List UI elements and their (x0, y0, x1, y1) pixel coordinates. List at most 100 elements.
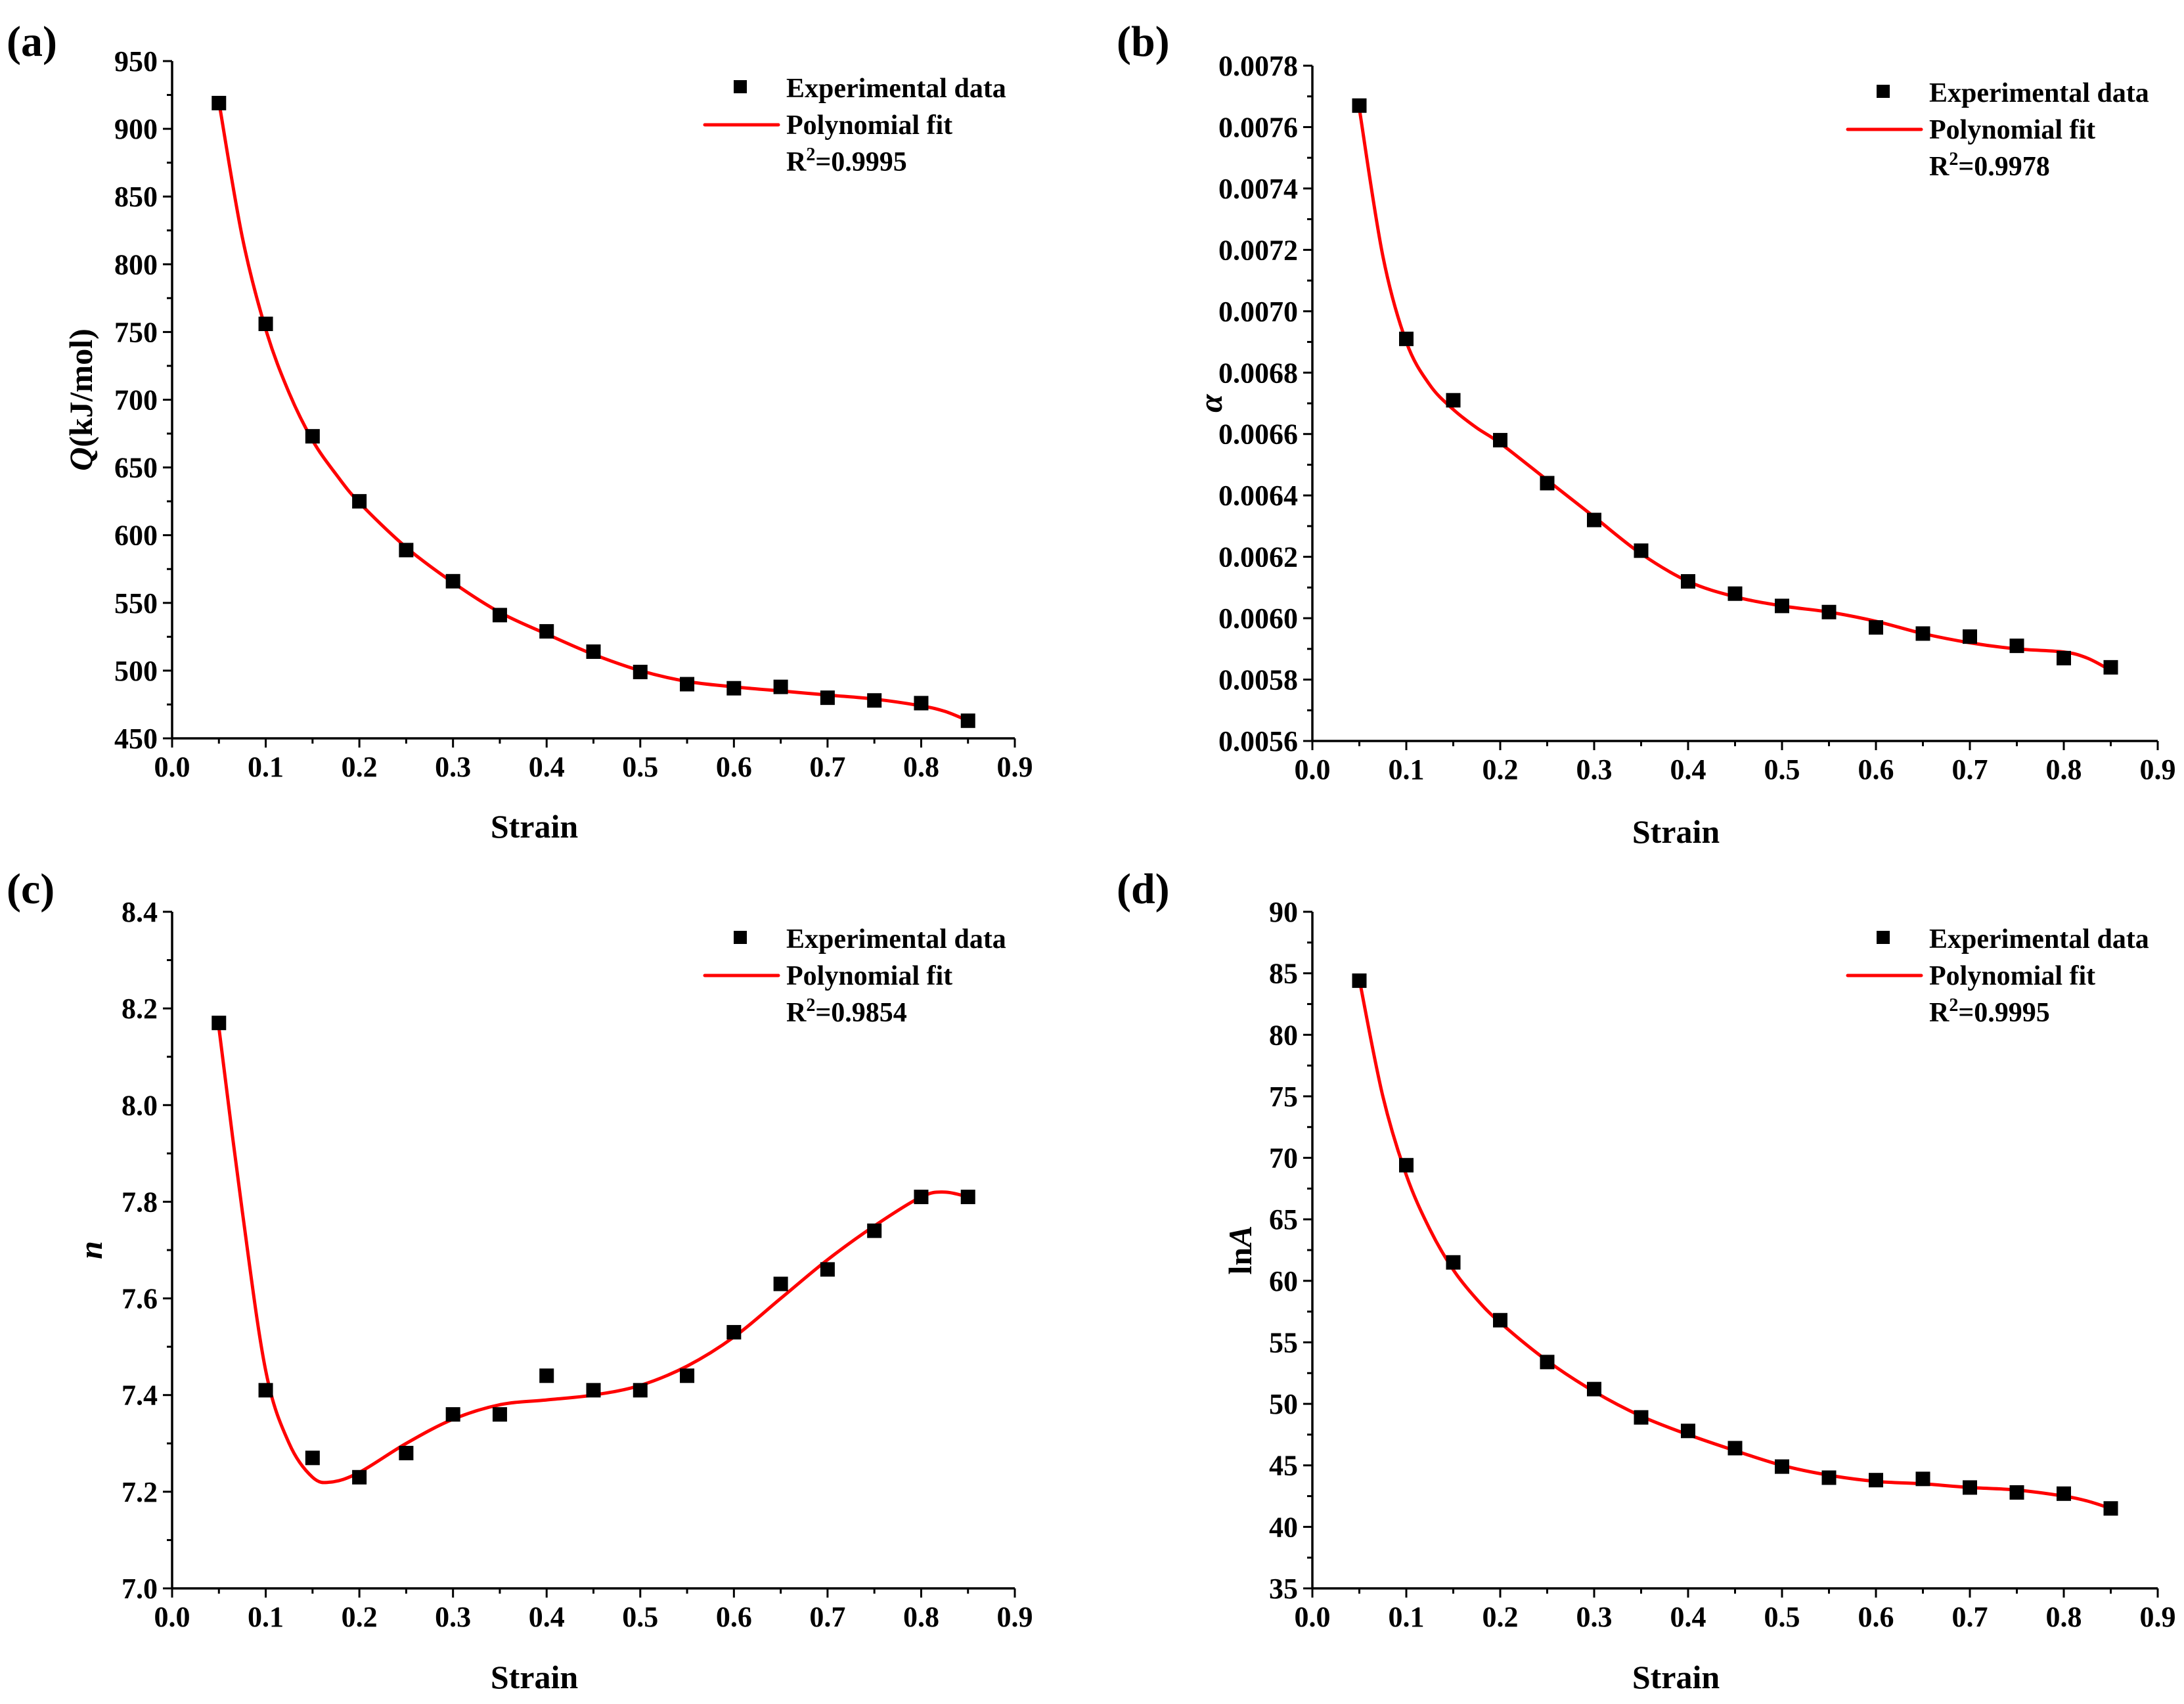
data-point (1587, 512, 1601, 527)
r-squared-value: =0.9978 (1958, 152, 2049, 182)
data-point (773, 679, 788, 694)
x-axis-title: Strain (1632, 813, 1720, 850)
y-tick-label: 0.0078 (1218, 50, 1298, 82)
legend-r-squared: R2=0.9978 (1929, 149, 2050, 182)
y-tick-label: 650 (114, 452, 158, 484)
x-tick-label: 0.2 (342, 751, 378, 783)
data-point (680, 677, 695, 692)
r-squared-superscript: 2 (1949, 149, 1958, 169)
data-point (1634, 543, 1649, 558)
data-point (1869, 1473, 1883, 1488)
x-tick-label: 0.9 (2140, 753, 2176, 786)
x-tick-label: 0.7 (809, 1601, 845, 1633)
y-axis-title-symbol: A (1222, 1225, 1259, 1249)
legend-scatter-label: Experimental data (1929, 78, 2149, 108)
y-tick-label: 7.0 (122, 1573, 158, 1605)
x-axis-title: Strain (491, 1659, 579, 1695)
y-tick-label: 800 (114, 248, 158, 280)
y-tick-label: 750 (114, 316, 158, 348)
y-tick-label: 35 (1269, 1573, 1298, 1605)
y-tick-label: 550 (114, 587, 158, 619)
data-point (1352, 98, 1367, 113)
data-point (1963, 629, 1977, 644)
x-tick-label: 0.9 (2140, 1601, 2176, 1633)
data-point (960, 713, 975, 729)
chart-panel-c: (c) 0.0 0.1 0.2 0.3 0.4 0.5 0.6 0.7 0.8 0.9 7.0 7.2 7… (7, 865, 1033, 1695)
y-tick-label: 600 (114, 520, 158, 552)
data-point (680, 1368, 695, 1383)
x-axis-title: Strain (1632, 1659, 1720, 1695)
r-squared-value: =0.9995 (815, 147, 906, 177)
panel-label: (a) (7, 18, 57, 66)
data-point (1446, 393, 1461, 408)
panel-label: (c) (7, 865, 55, 913)
data-point (492, 608, 507, 623)
data-point (305, 1450, 320, 1466)
y-tick-label: 85 (1269, 958, 1298, 990)
data-point (1540, 1355, 1555, 1370)
x-tick-label: 0.5 (1764, 753, 1800, 786)
x-tick-label: 0.4 (1670, 1601, 1706, 1633)
x-tick-label: 0.5 (1764, 1601, 1800, 1633)
data-point (820, 690, 835, 706)
legend-point-marker (1877, 85, 1890, 98)
x-tick-label: 0.1 (1389, 1601, 1425, 1633)
data-point (1821, 604, 1837, 619)
data-point (633, 1383, 648, 1398)
data-point (1399, 1157, 1414, 1173)
data-point (258, 1383, 273, 1398)
data-point (2057, 1486, 2071, 1501)
data-point (1493, 1312, 1507, 1328)
data-point (2057, 650, 2071, 665)
x-tick-label: 0.6 (1858, 753, 1894, 786)
data-point (633, 664, 648, 679)
polynomial-fit-line (1358, 106, 2112, 672)
r-squared-superscript: 2 (806, 995, 815, 1016)
polynomial-fit-line (1358, 977, 2112, 1510)
y-tick-label: 40 (1269, 1511, 1298, 1543)
y-tick-label: 0.0056 (1218, 725, 1298, 757)
r-squared-base: R (786, 998, 807, 1028)
y-tick-label: 950 (114, 45, 158, 78)
data-point (726, 681, 742, 696)
legend: Experimental data Polynomial fit R2=0.9978 (1846, 78, 2149, 182)
data-point (586, 1383, 601, 1398)
x-tick-label: 0.5 (622, 1601, 658, 1633)
y-tick-label: 0.0058 (1218, 664, 1298, 696)
x-tick-label: 0.3 (1576, 753, 1613, 786)
y-tick-label: 0.0066 (1218, 418, 1298, 451)
y-tick-label: 0.0074 (1218, 173, 1298, 205)
y-tick-label: 45 (1269, 1450, 1298, 1482)
y-tick-label: 0.0068 (1218, 357, 1298, 389)
y-tick-label: 0.0062 (1218, 541, 1298, 573)
data-point (2009, 1485, 2024, 1500)
data-point (2103, 660, 2118, 675)
data-point (1540, 476, 1555, 491)
legend-r-squared: R2=0.9854 (786, 995, 907, 1028)
data-point (212, 1016, 227, 1031)
data-point (258, 317, 273, 332)
y-tick-label: 0.0060 (1218, 602, 1298, 635)
data-point (1915, 1471, 1930, 1487)
x-tick-label: 0.6 (716, 751, 752, 783)
data-point (960, 1190, 975, 1205)
data-point (1915, 626, 1930, 641)
polynomial-fit-line (217, 100, 970, 723)
x-tick-label: 0.1 (248, 1601, 284, 1633)
legend-point-marker (734, 931, 747, 944)
data-point (2009, 639, 2024, 654)
y-axis-title-unit: (kJ/mol) (62, 328, 99, 447)
x-tick-label: 0.7 (1952, 753, 1988, 786)
y-tick-label: 0.0070 (1218, 296, 1298, 328)
y-axis-title-symbol: α (1192, 393, 1229, 413)
y-tick-label: 75 (1269, 1081, 1298, 1113)
x-axis-title: Strain (491, 808, 579, 845)
polynomial-fit-line (217, 1026, 970, 1485)
legend-scatter-label: Experimental data (1929, 924, 2149, 954)
x-tick-label: 0.3 (1576, 1601, 1613, 1633)
data-point (539, 1368, 554, 1383)
data-point (1727, 1441, 1743, 1456)
data-point (914, 696, 929, 711)
y-tick-label: 70 (1269, 1142, 1298, 1175)
chart-panel-a: (a) 0.0 0.1 0.2 0.3 0.4 0.5 0.6 0.7 0.8 0.9 450 500 5… (7, 18, 1033, 845)
